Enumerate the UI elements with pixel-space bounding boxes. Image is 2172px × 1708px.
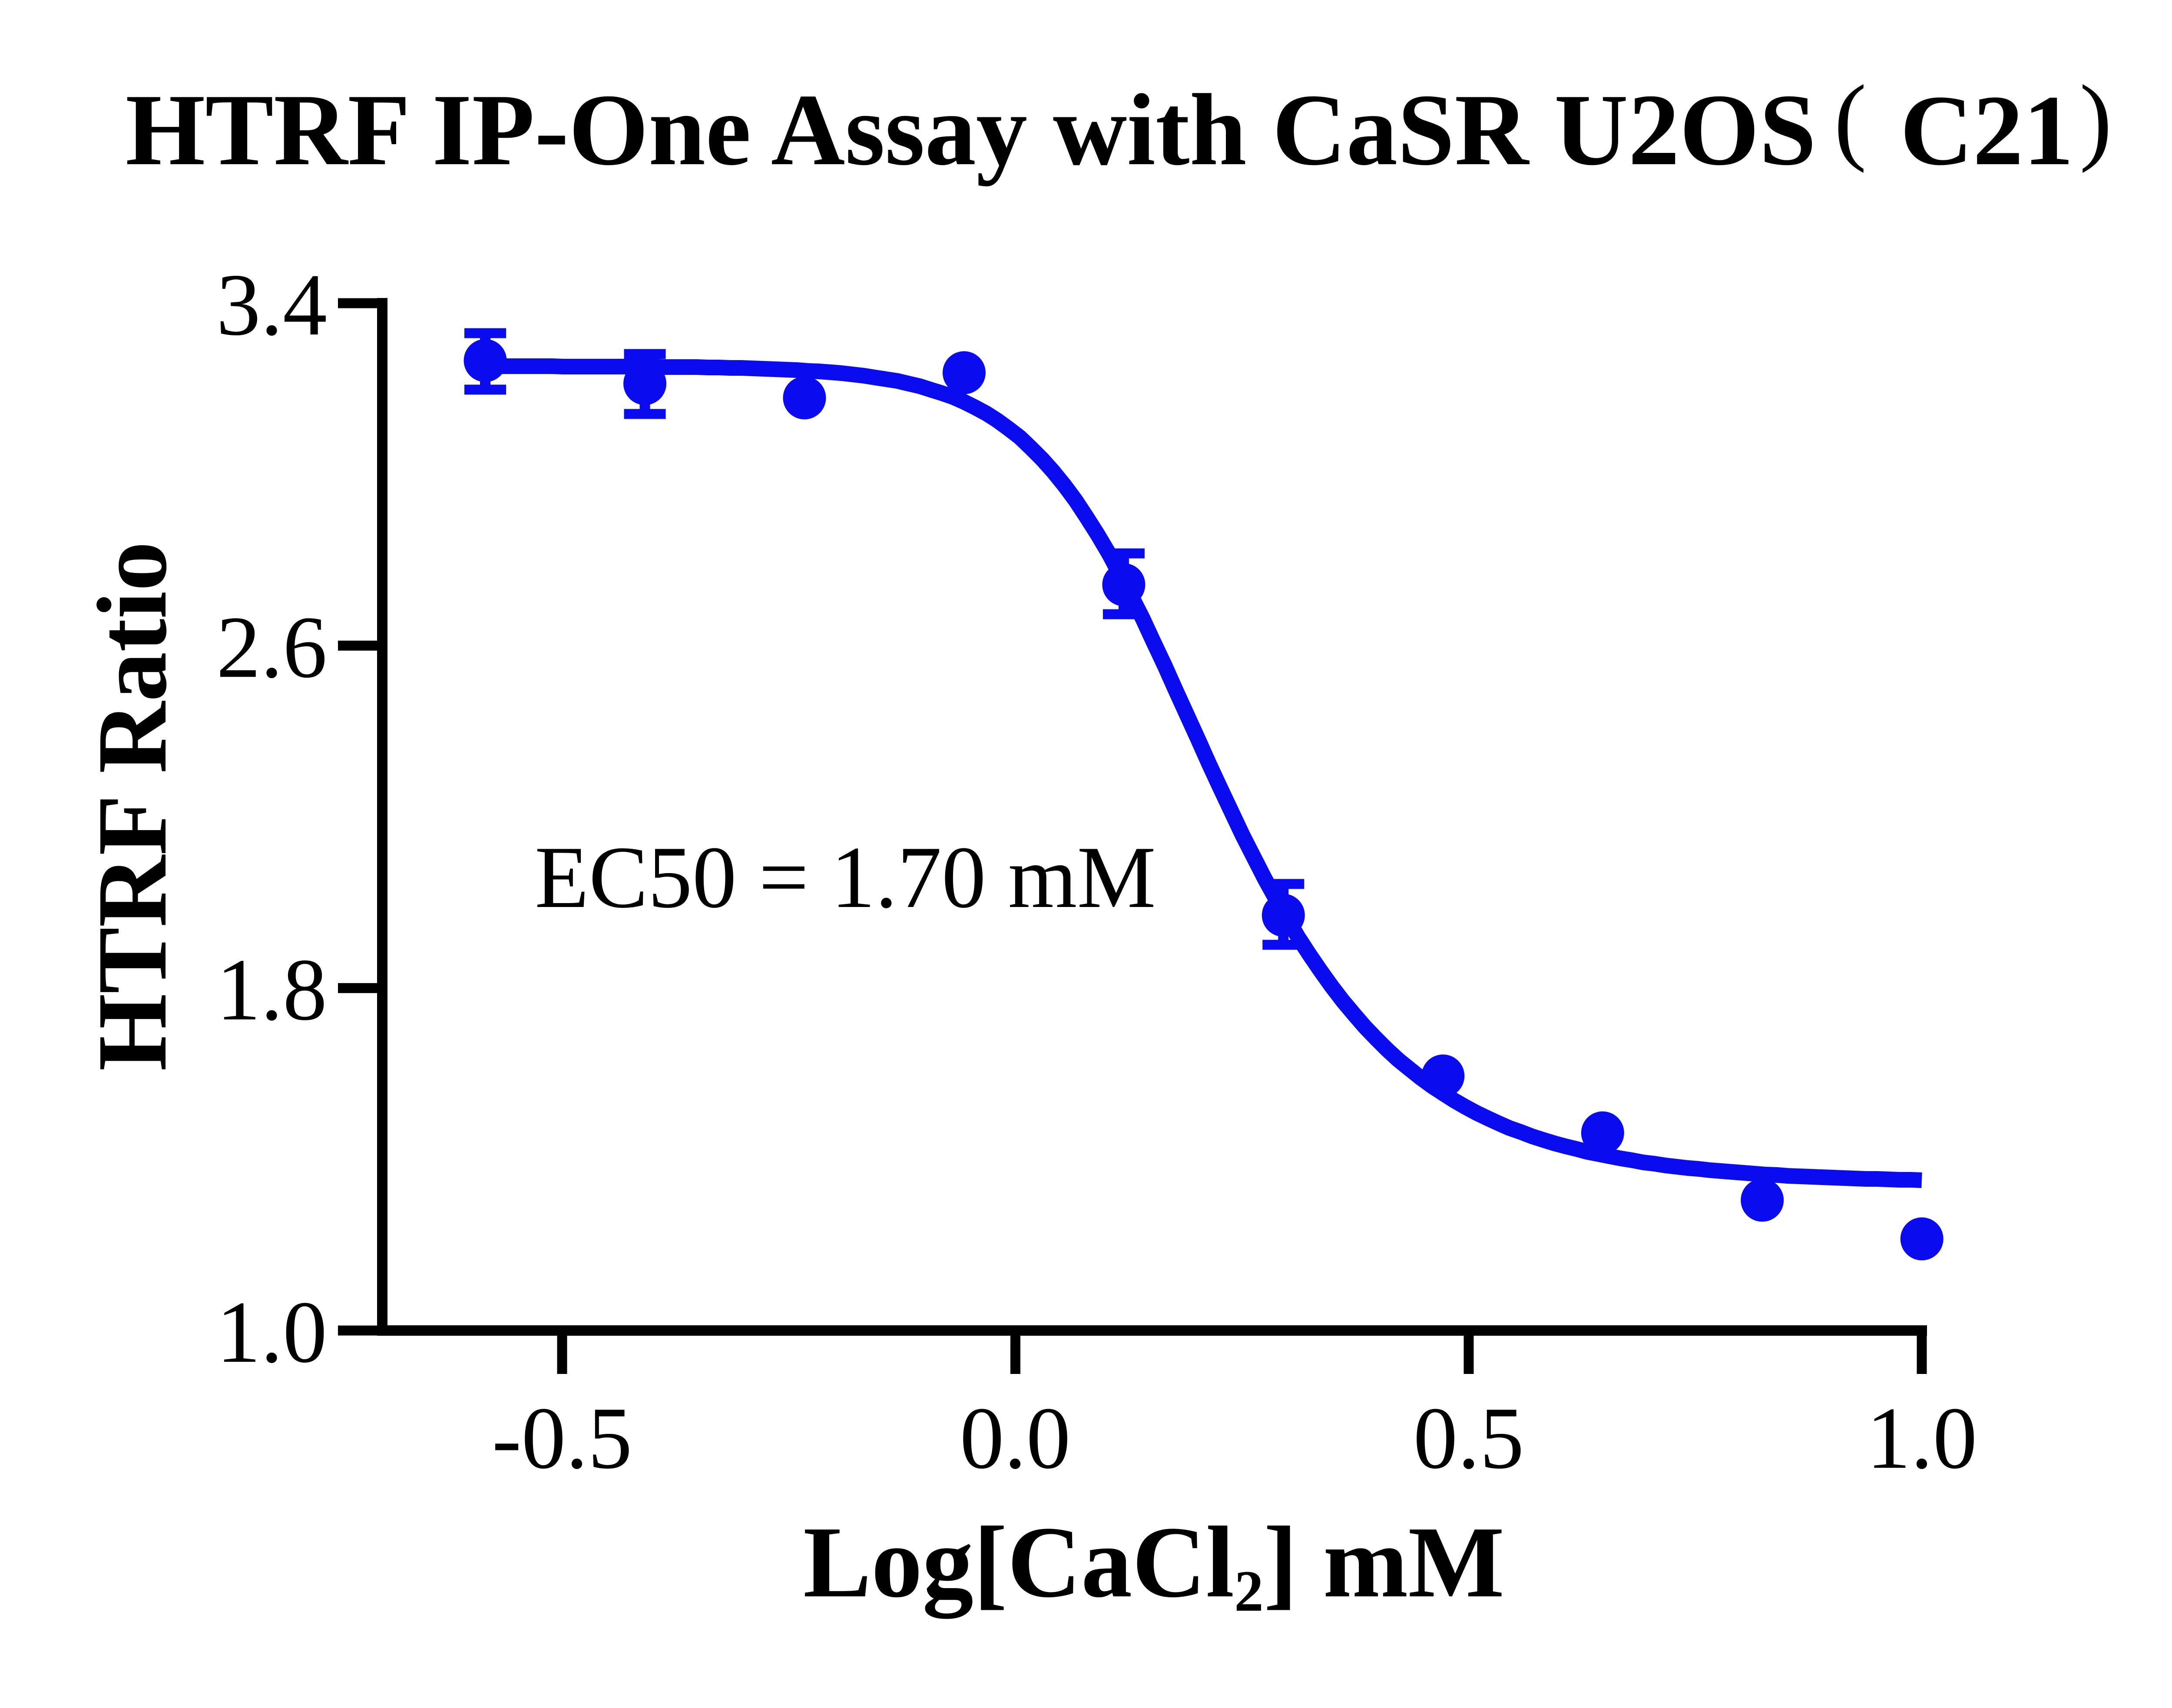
svg-text:1.0: 1.0 [1867,1389,1977,1487]
svg-text:HTRF Ratio: HTRF Ratio [77,541,187,1071]
svg-text:C21: C21 [1900,75,2074,186]
svg-text:1.8: 1.8 [216,941,327,1039]
svg-text:-0.5: -0.5 [492,1389,632,1487]
svg-text:(: ( [1834,65,1867,173]
svg-text:1.0: 1.0 [216,1283,327,1381]
svg-text:2.6: 2.6 [216,598,327,696]
svg-text:Log[CaCl2] mM: Log[CaCl2] mM [803,1506,1504,1624]
svg-text:): ) [2079,65,2112,173]
svg-text:0.0: 0.0 [960,1389,1071,1487]
svg-text:EC50 = 1.70 mM: EC50 = 1.70 mM [535,828,1156,927]
svg-text:3.4: 3.4 [216,256,327,354]
svg-text:0.5: 0.5 [1414,1389,1524,1487]
svg-text:HTRF IP-One Assay with CaSR U2: HTRF IP-One Assay with CaSR U2OS [126,73,1816,187]
